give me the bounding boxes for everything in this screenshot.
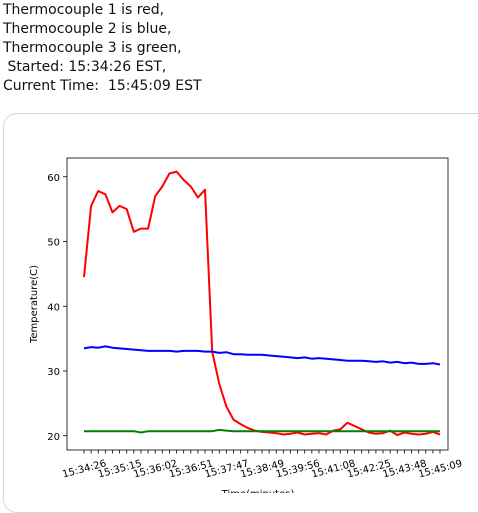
text-line: Started: 15:34:26 EST, <box>3 59 167 75</box>
text-line: Thermocouple 3 is green, <box>3 40 182 56</box>
text-line: Current Time: 15:45:09 EST <box>3 78 202 94</box>
series-line <box>84 428 440 434</box>
text-line: Thermocouple 1 is red, <box>3 2 165 18</box>
series-line <box>83 170 441 437</box>
y-tick-label: 40 <box>47 302 60 313</box>
y-tick-label: 20 <box>47 432 60 443</box>
series-line <box>83 345 441 366</box>
y-tick-label: 60 <box>47 173 60 184</box>
plot-frame <box>66 157 449 451</box>
tweet-text: Thermocouple 1 is red, Thermocouple 2 is… <box>3 1 202 96</box>
text-line: Thermocouple 2 is blue, <box>3 21 172 37</box>
y-axis-label: Temperature(C) <box>29 265 40 344</box>
page: Thermocouple 1 is red, Thermocouple 2 is… <box>3 1 478 513</box>
chart: Temperature(C) Time(minutes) 20304050601… <box>29 157 464 493</box>
y-tick-label: 50 <box>47 238 60 249</box>
y-tick-label: 30 <box>47 367 60 378</box>
x-axis-label: Time(minutes) <box>221 489 295 493</box>
